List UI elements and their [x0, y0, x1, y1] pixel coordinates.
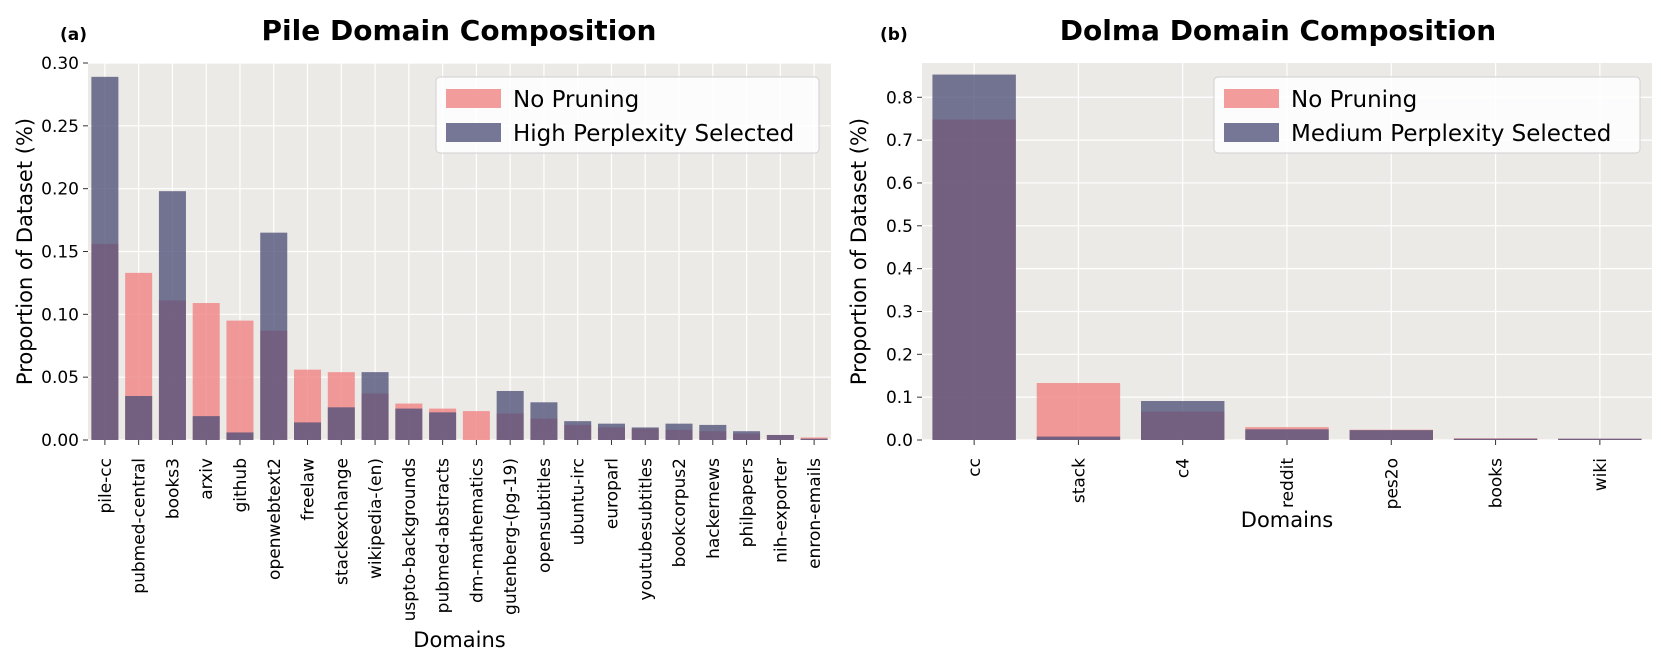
x-tick-label: bookcorpus2 [670, 458, 690, 567]
bar-selected [733, 431, 761, 440]
y-tick-label: 0.25 [41, 117, 79, 137]
bar-selected [766, 434, 794, 440]
x-tick-label: ubuntu-irc [569, 458, 589, 545]
x-tick-label: philpapers [738, 458, 758, 547]
x-tick-label: pubmed-abstracts [434, 458, 454, 613]
bar-selected [1453, 438, 1538, 440]
bar-no-pruning [462, 411, 490, 440]
bar-selected [932, 74, 1016, 440]
x-tick-label: opensubtitles [535, 458, 555, 573]
bar-selected [125, 396, 153, 440]
bar-selected [158, 191, 186, 440]
panel-label: (b) [880, 25, 908, 45]
legend-swatch [446, 123, 501, 142]
y-tick-label: 0.2 [886, 345, 913, 365]
x-tick-label: stackexchange [332, 458, 352, 585]
legend-swatch [446, 89, 501, 108]
y-tick-label: 0.1 [886, 388, 913, 408]
x-tick-label: books3 [163, 458, 183, 519]
x-tick-label: wikipedia-(en) [366, 458, 386, 579]
bar-selected [1245, 429, 1329, 440]
bar-no-pruning [1036, 383, 1121, 440]
x-tick-label: gutenberg-(pg-19) [501, 458, 521, 615]
bar-selected [91, 76, 119, 440]
legend-box [1213, 76, 1641, 154]
bar-selected [1036, 436, 1121, 440]
x-tick-label: pile-cc [96, 458, 116, 514]
x-tick-label: hackernews [704, 458, 724, 559]
y-tick-label: 0.00 [41, 431, 79, 451]
bar-selected [260, 232, 288, 440]
y-tick-label: 0.05 [41, 368, 79, 388]
y-tick-label: 0.3 [886, 302, 913, 322]
x-tick-label: github [231, 458, 251, 513]
y-tick-label: 0.30 [41, 54, 79, 74]
x-tick-label: enron-emails [805, 458, 825, 569]
x-tick-label: nih-exporter [771, 458, 791, 563]
x-tick-label: pes2o [1382, 458, 1402, 509]
bar-selected [361, 372, 389, 440]
legend-label: No Pruning [513, 87, 639, 113]
bar-selected [631, 427, 659, 440]
bar-selected [226, 432, 254, 440]
x-tick-label: books [1487, 458, 1507, 508]
y-tick-label: 0.4 [886, 260, 913, 280]
bar-selected [800, 438, 828, 440]
bar-selected [597, 423, 625, 440]
y-tick-label: 0.7 [886, 131, 913, 151]
y-tick-label: 0.8 [886, 88, 913, 108]
bar-selected [496, 390, 524, 440]
bar-selected [429, 412, 457, 440]
x-tick-label: stack [1069, 458, 1089, 503]
legend-swatch [1224, 89, 1279, 108]
panel-label: (a) [60, 25, 87, 45]
x-tick-label: freelaw [299, 458, 319, 521]
y-axis-label: Proportion of Dataset (%) [847, 118, 871, 385]
legend-label: High Perplexity Selected [513, 121, 794, 147]
x-tick-label: arxiv [197, 458, 217, 500]
bar-no-pruning [226, 320, 254, 440]
x-axis-label: Domains [1241, 508, 1333, 532]
y-tick-label: 0.0 [886, 431, 913, 451]
x-tick-label: reddit [1278, 458, 1298, 508]
x-tick-label: pubmed-central [130, 458, 150, 594]
bar-selected [564, 421, 592, 440]
bar-selected [530, 402, 558, 440]
y-axis-label: Proportion of Dataset (%) [13, 118, 37, 385]
chart-dolma: (b) Dolma Domain Composition 0.0 0.1 0.2 0.3 0… [847, 14, 1652, 532]
x-tick-label: openwebtext2 [265, 458, 285, 580]
x-tick-label: dm-mathematics [467, 458, 487, 603]
legend-swatch [1224, 123, 1279, 142]
x-tick-label: cc [965, 458, 985, 477]
legend-label: Medium Perplexity Selected [1291, 121, 1611, 147]
chart-title: Pile Domain Composition [262, 14, 657, 47]
bar-selected [395, 408, 423, 440]
bar-selected [1141, 401, 1225, 440]
y-tick-label: 0.6 [886, 174, 913, 194]
bar-selected [699, 424, 727, 440]
y-tick-label: 0.15 [41, 243, 79, 263]
bar-selected [327, 407, 355, 440]
chart-title: Dolma Domain Composition [1060, 14, 1496, 47]
x-tick-label: c4 [1174, 458, 1194, 478]
chart-pile: (a) Pile Domain Composition 0.00 0.05 0.10 0.… [13, 14, 831, 652]
y-tick-label: 0.5 [886, 217, 913, 237]
x-axis-label: Domains [413, 628, 505, 652]
x-tick-label: youtubesubtitles [636, 458, 656, 601]
x-tick-label: uspto-backgrounds [400, 458, 420, 621]
bar-selected [294, 422, 322, 440]
bar-selected [1558, 438, 1642, 440]
x-tick-label: wiki [1591, 458, 1611, 491]
legend-label: No Pruning [1291, 87, 1417, 113]
legend-box [435, 76, 820, 154]
x-tick-label: europarl [602, 458, 622, 529]
y-tick-label: 0.10 [41, 305, 79, 325]
bar-selected [192, 416, 220, 440]
bar-selected [665, 423, 693, 440]
y-tick-label: 0.20 [41, 180, 79, 200]
bar-selected [1349, 430, 1433, 440]
